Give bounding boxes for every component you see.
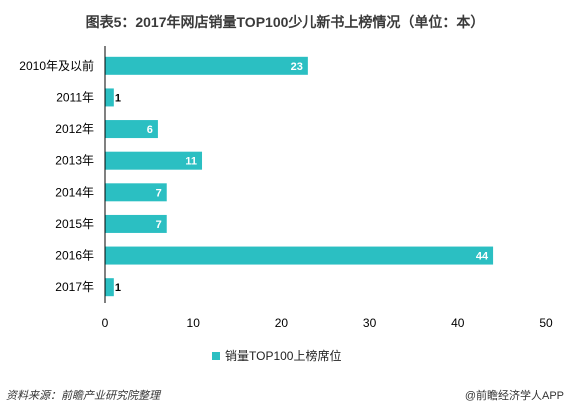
data-label-2: 6 xyxy=(147,124,153,136)
category-label-2: 2012年 xyxy=(55,122,94,136)
bar-7 xyxy=(105,278,114,297)
x-tick-label-4: 40 xyxy=(451,316,465,330)
data-label-5: 7 xyxy=(156,219,162,231)
legend-label: 销量TOP100上榜席位 xyxy=(225,349,342,363)
data-label-3: 11 xyxy=(185,156,197,168)
bar-6 xyxy=(105,246,494,265)
category-label-0: 2010年及以前 xyxy=(19,58,94,73)
legend-swatch xyxy=(212,351,220,360)
bar-5 xyxy=(105,214,167,233)
category-label-4: 2014年 xyxy=(55,185,94,199)
brand-credit: @前瞻经济学人APP xyxy=(464,390,564,402)
data-label-6: 44 xyxy=(476,251,489,263)
bar-3 xyxy=(105,151,203,170)
category-label-6: 2016年 xyxy=(55,249,94,263)
data-label-1: 1 xyxy=(115,92,121,104)
data-label-0: 23 xyxy=(291,61,303,73)
x-tick-label-5: 50 xyxy=(539,316,553,330)
bar-0 xyxy=(105,56,308,75)
legend: 销量TOP100上榜席位 xyxy=(212,347,341,364)
category-label-5: 2015年 xyxy=(55,217,94,231)
x-tick-label-1: 10 xyxy=(187,316,201,330)
x-tick-label-0: 0 xyxy=(102,316,109,330)
category-label-7: 2017年 xyxy=(55,280,94,294)
category-label-3: 2013年 xyxy=(55,154,94,168)
data-label-7: 1 xyxy=(115,282,121,294)
bar-4 xyxy=(105,183,167,202)
chart-title: 图表5：2017年网店销量TOP100少儿新书上榜情况（单位：本） xyxy=(85,14,485,30)
bar-2 xyxy=(105,120,158,139)
data-label-4: 7 xyxy=(156,187,162,199)
source-note: 资料来源：前瞻产业研究院整理 xyxy=(6,390,160,402)
x-tick-label-2: 20 xyxy=(275,316,289,330)
x-tick-label-3: 30 xyxy=(363,316,377,330)
category-label-1: 2011年 xyxy=(56,90,94,104)
bar-1 xyxy=(105,88,114,107)
